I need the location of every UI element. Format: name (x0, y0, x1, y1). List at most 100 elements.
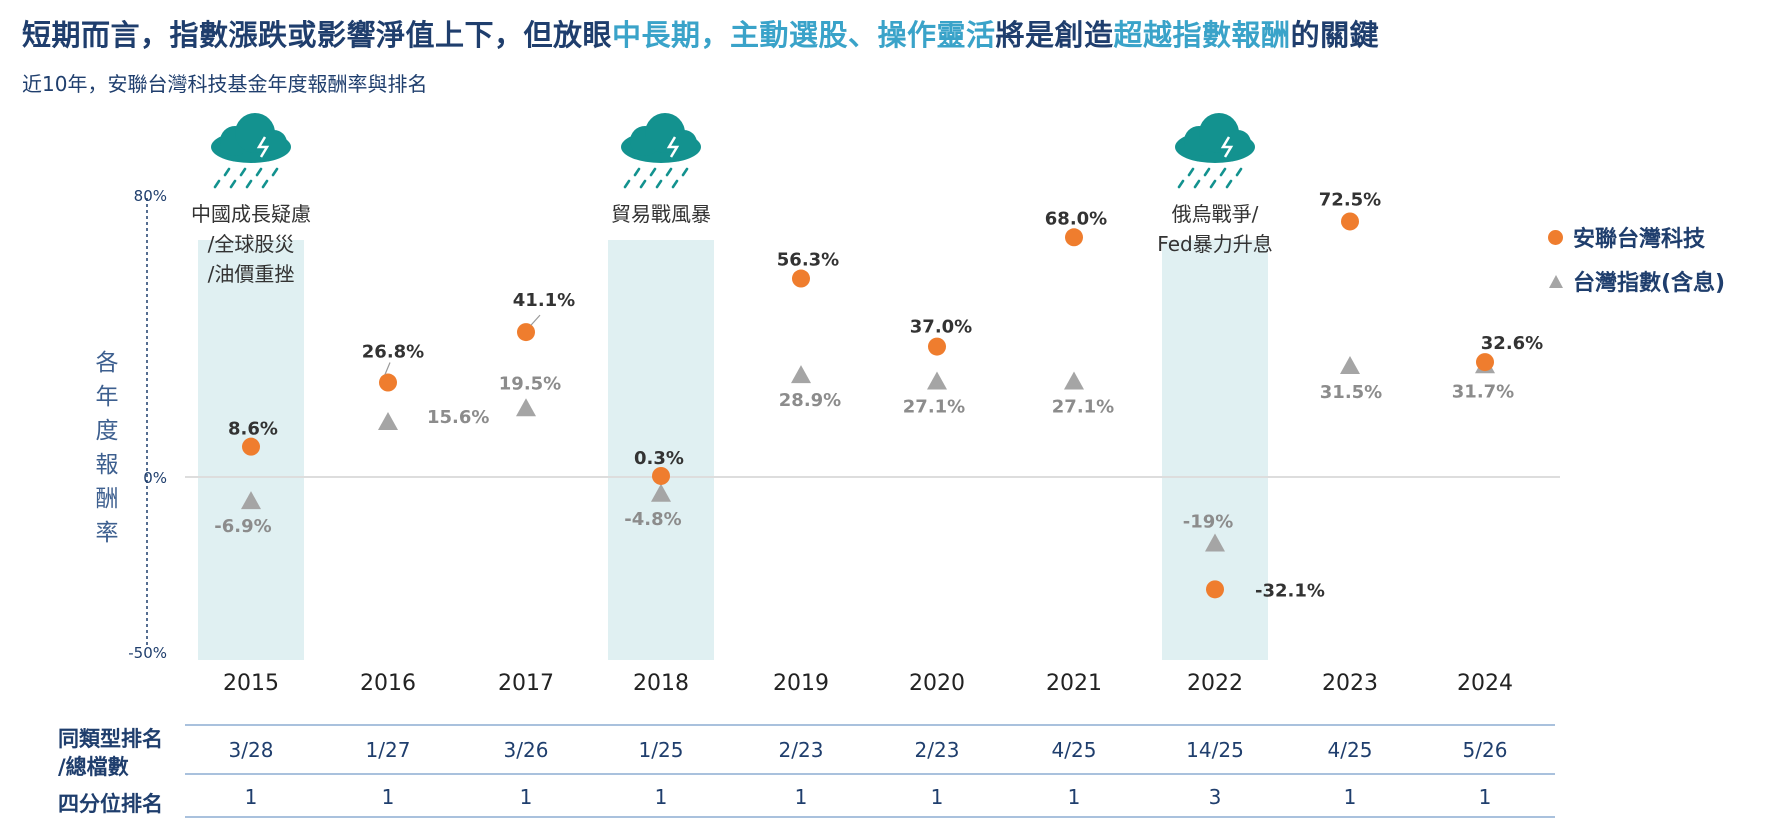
quartile-cell: 3 (1208, 785, 1222, 809)
x-tick-label: 2023 (1322, 671, 1378, 696)
table-divider (185, 773, 1555, 775)
quartile-cell: 1 (794, 785, 808, 809)
x-tick-label: 2020 (909, 671, 965, 696)
table-header-quartile: 四分位排名 (58, 792, 163, 816)
storm-cloud-icon (621, 113, 701, 189)
fund-point (928, 337, 946, 356)
y-axis-label: 度 (96, 418, 119, 444)
index-value-label: 27.1% (1052, 396, 1114, 417)
fund-point (1341, 212, 1359, 231)
x-tick-label: 2017 (498, 671, 554, 696)
y-axis-label: 各 (96, 350, 119, 376)
x-tick-label: 2018 (633, 671, 689, 696)
y-tick-label: 0% (143, 469, 167, 487)
index-point (378, 412, 398, 431)
index-value-label: -19% (1183, 512, 1234, 533)
y-tick-label: -50% (128, 644, 167, 662)
fund-value-label: 26.8% (362, 342, 424, 363)
legend: 安聯台灣科技 台灣指數(含息) (1548, 215, 1725, 303)
rank-cell: 2/23 (914, 738, 960, 762)
event-label: 中國成長疑慮 (191, 202, 311, 226)
rank-cell: 2/23 (778, 738, 824, 762)
index-point (1340, 355, 1360, 374)
quartile-cell: 1 (930, 785, 944, 809)
rank-cell: 14/25 (1186, 738, 1244, 762)
event-label: 貿易戰風暴 (611, 202, 711, 226)
headline-part2: 將是創造 (995, 18, 1114, 52)
fund-value-label: 32.6% (1481, 333, 1543, 354)
fund-value-label: -32.1% (1255, 580, 1325, 601)
y-axis-label: 報 (96, 452, 119, 478)
fund-point (792, 269, 810, 288)
rank-cell: 1/25 (638, 738, 684, 762)
quartile-cell: 1 (244, 785, 258, 809)
x-tick-label: 2019 (773, 671, 829, 696)
x-tick-label: 2015 (223, 671, 279, 696)
legend-label-index: 台灣指數(含息) (1573, 271, 1726, 296)
rank-cell: 4/25 (1327, 738, 1373, 762)
fund-point (652, 466, 670, 485)
fund-point (1476, 353, 1494, 372)
quartile-cell: 1 (1343, 785, 1357, 809)
rank-cell: 3/26 (503, 738, 549, 762)
event-label: /全球股災 (208, 232, 295, 256)
table-divider (185, 724, 1555, 726)
quartile-cell: 1 (1067, 785, 1081, 809)
label-leader-line (384, 362, 391, 375)
rank-cell: 3/28 (228, 738, 274, 762)
y-axis-label: 酬 (96, 486, 119, 512)
rank-cell: 4/25 (1051, 738, 1097, 762)
headline: 短期而言，指數漲跌或影響淨值上下，但放眼中長期，主動選股、操作靈活將是創造超越指… (22, 12, 1379, 54)
x-tick-label: 2022 (1187, 671, 1243, 696)
headline-part1: 短期而言，指數漲跌或影響淨值上下，但放眼 (22, 18, 613, 52)
storm-cloud-icon (211, 113, 291, 189)
crisis-band (608, 240, 714, 660)
index-value-label: 31.7% (1452, 381, 1514, 402)
legend-triangle-marker (1549, 274, 1563, 288)
index-point (651, 483, 671, 502)
fund-point (1206, 580, 1224, 599)
fund-point (242, 437, 260, 456)
headline-part3: 的關鍵 (1290, 18, 1380, 52)
headline-highlight-2: 超越指數報酬 (1113, 18, 1291, 52)
index-point (241, 491, 261, 510)
table-header-rank: 同類型排名 /總檔數 (58, 725, 163, 781)
quartile-cell: 1 (654, 785, 668, 809)
event-label: 俄烏戰爭/ (1172, 202, 1259, 226)
y-axis-label: 年 (96, 384, 119, 410)
fund-point (379, 373, 397, 392)
event-label: Fed暴力升息 (1157, 232, 1272, 256)
fund-value-label: 56.3% (777, 250, 839, 271)
y-tick-label: 80% (134, 187, 167, 205)
x-tick-label: 2016 (360, 671, 416, 696)
legend-circle-marker (1548, 229, 1563, 245)
y-axis-label: 率 (96, 520, 119, 546)
x-tick-label: 2024 (1457, 671, 1513, 696)
index-point (927, 371, 947, 390)
fund-value-label: 37.0% (910, 317, 972, 338)
quartile-cell: 1 (1478, 785, 1492, 809)
table-header-rank-line2: /總檔數 (58, 755, 129, 779)
legend-item-fund: 安聯台灣科技 (1548, 215, 1725, 259)
index-value-label: -4.8% (624, 509, 681, 530)
table-header-rank-line1: 同類型排名 (58, 727, 163, 751)
legend-item-index: 台灣指數(含息) (1548, 259, 1725, 303)
fund-value-label: 41.1% (513, 290, 575, 311)
subtitle: 近10年，安聯台灣科技基金年度報酬率與排名 (22, 72, 428, 96)
index-value-label: 31.5% (1320, 382, 1382, 403)
quartile-cell: 1 (519, 785, 533, 809)
index-value-label: 15.6% (427, 407, 489, 428)
label-leader-line (530, 314, 541, 326)
rank-cell: 1/27 (365, 738, 411, 762)
fund-value-label: 68.0% (1045, 208, 1107, 229)
table-divider (185, 816, 1555, 818)
fund-value-label: 0.3% (634, 448, 684, 469)
index-point (1205, 533, 1225, 552)
event-label: /油價重挫 (208, 262, 295, 286)
headline-highlight-1: 中長期，主動選股、操作靈活 (612, 18, 996, 52)
index-point (791, 365, 811, 384)
fund-point (1065, 228, 1083, 247)
fund-value-label: 72.5% (1319, 189, 1381, 210)
x-tick-label: 2021 (1046, 671, 1102, 696)
